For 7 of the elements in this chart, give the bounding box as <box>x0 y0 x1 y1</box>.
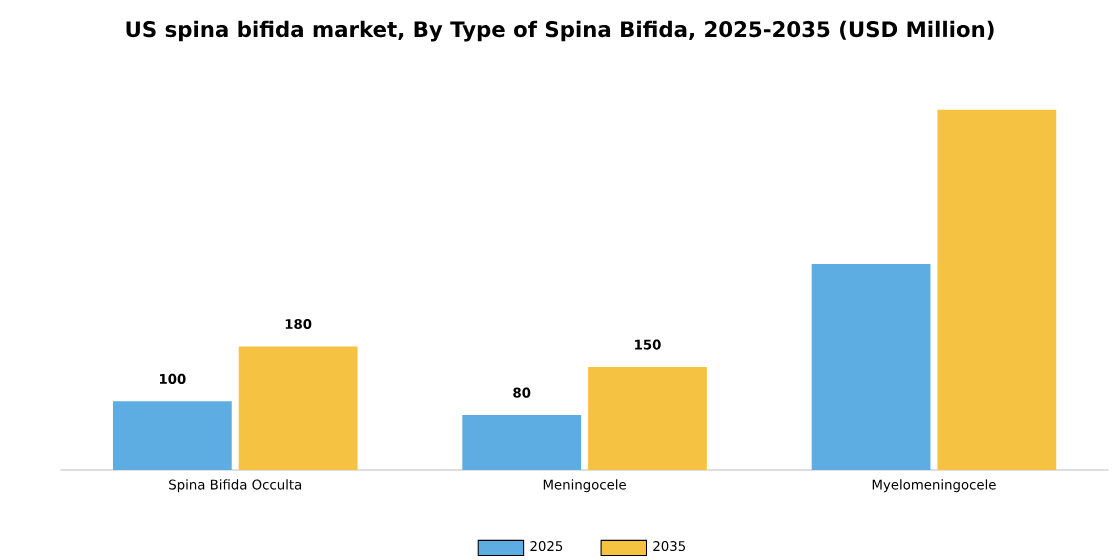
bar <box>462 415 582 470</box>
bar <box>811 264 931 470</box>
chart-title: US spina bifida market, By Type of Spina Bifida, 2025-2035 (USD Million) <box>126 20 994 42</box>
bar <box>588 367 707 470</box>
bar <box>112 401 232 470</box>
bar <box>238 346 358 470</box>
bar <box>937 109 1057 470</box>
